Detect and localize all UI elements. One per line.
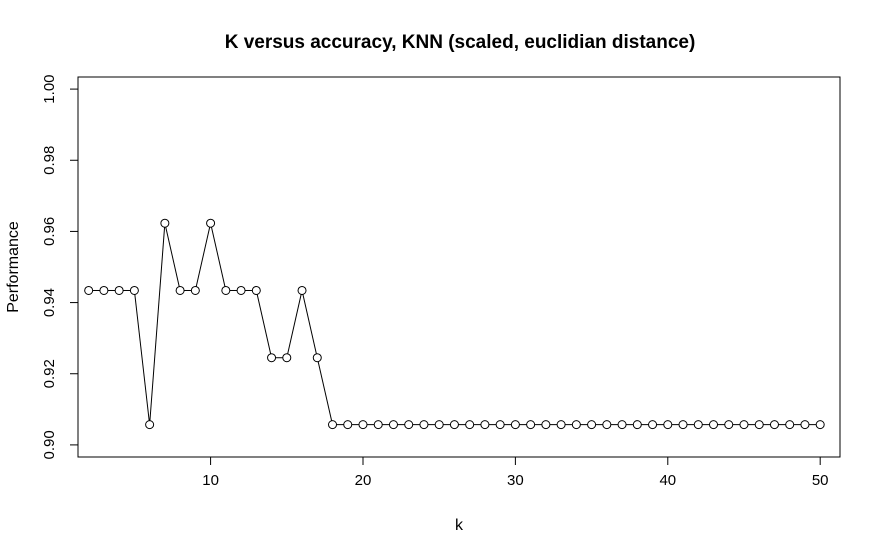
data-point	[99, 285, 109, 295]
data-point	[724, 420, 734, 430]
data-point	[282, 353, 292, 363]
data-point	[495, 420, 505, 430]
data-point	[571, 420, 581, 430]
data-point	[800, 420, 810, 430]
data-point	[815, 420, 825, 430]
series-segment	[287, 294, 302, 354]
plot-frame	[77, 76, 841, 458]
data-point	[526, 420, 536, 430]
data-point	[419, 420, 429, 430]
data-point	[236, 285, 246, 295]
data-point	[404, 420, 414, 430]
data-point	[678, 420, 688, 430]
chart-title: K versus accuracy, KNN (scaled, euclidia…	[225, 32, 696, 53]
series-segment	[195, 227, 211, 287]
y-tick-label: 0.90	[41, 430, 58, 459]
series-segment	[149, 227, 166, 421]
data-point	[541, 420, 551, 430]
series-segment	[256, 294, 272, 354]
data-point	[769, 420, 779, 430]
data-point	[312, 353, 322, 363]
data-point	[709, 420, 719, 430]
data-point	[632, 420, 642, 430]
data-point	[785, 420, 795, 430]
data-point	[693, 420, 703, 430]
y-tick-label: 1.00	[41, 74, 58, 103]
x-axis: 10 20 30 40 50	[202, 456, 829, 489]
data-point	[739, 420, 749, 430]
data-point	[754, 420, 764, 430]
data-point	[648, 420, 658, 430]
data-point	[84, 285, 94, 295]
x-tick-label: 30	[507, 472, 524, 489]
series-segment	[134, 294, 150, 421]
data-point	[160, 218, 170, 228]
y-axis-label: Performance	[5, 221, 22, 313]
series-group	[84, 218, 825, 430]
data-point	[297, 285, 307, 295]
data-point	[434, 420, 444, 430]
data-point	[343, 420, 353, 430]
series-segment	[165, 227, 180, 287]
data-point	[267, 353, 277, 363]
data-point	[358, 420, 368, 430]
data-point	[190, 285, 200, 295]
y-tick-label: 0.92	[41, 359, 58, 388]
data-point	[587, 420, 597, 430]
data-point	[465, 420, 475, 430]
data-point	[556, 420, 566, 430]
data-point	[251, 285, 261, 295]
data-point	[145, 420, 155, 430]
data-point	[663, 420, 673, 430]
y-tick-label: 0.94	[41, 288, 58, 317]
x-tick-label: 40	[659, 472, 676, 489]
x-tick-label: 50	[812, 472, 829, 489]
data-point	[373, 420, 383, 430]
x-axis-label: k	[455, 517, 464, 534]
data-point	[449, 420, 459, 430]
data-point	[206, 218, 216, 228]
data-point	[602, 420, 612, 430]
data-point	[114, 285, 124, 295]
data-point	[175, 285, 185, 295]
y-tick-label: 0.96	[41, 217, 58, 246]
x-tick-label: 10	[202, 472, 219, 489]
x-tick-label: 20	[355, 472, 372, 489]
data-point	[328, 420, 338, 430]
y-tick-label: 0.98	[41, 146, 58, 175]
data-point	[221, 285, 231, 295]
data-point	[129, 285, 139, 295]
data-point	[510, 420, 520, 430]
data-point	[388, 420, 398, 430]
series-segment	[302, 294, 317, 354]
series-segment	[210, 227, 226, 287]
data-point	[480, 420, 490, 430]
series-segment	[317, 361, 333, 421]
data-point	[617, 420, 627, 430]
y-axis: 0.90 0.92 0.94 0.96 0.98 1.00	[41, 74, 79, 460]
